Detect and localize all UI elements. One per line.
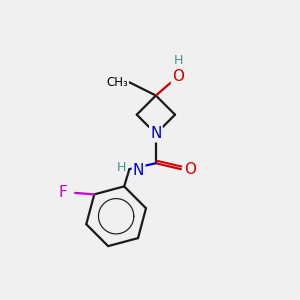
Text: H: H <box>173 54 183 67</box>
Text: F: F <box>58 185 67 200</box>
Text: N: N <box>133 163 144 178</box>
Text: CH₃: CH₃ <box>106 76 128 89</box>
Text: O: O <box>172 69 184 84</box>
Text: H: H <box>116 160 126 174</box>
Text: N: N <box>150 126 162 141</box>
Text: O: O <box>184 162 196 177</box>
